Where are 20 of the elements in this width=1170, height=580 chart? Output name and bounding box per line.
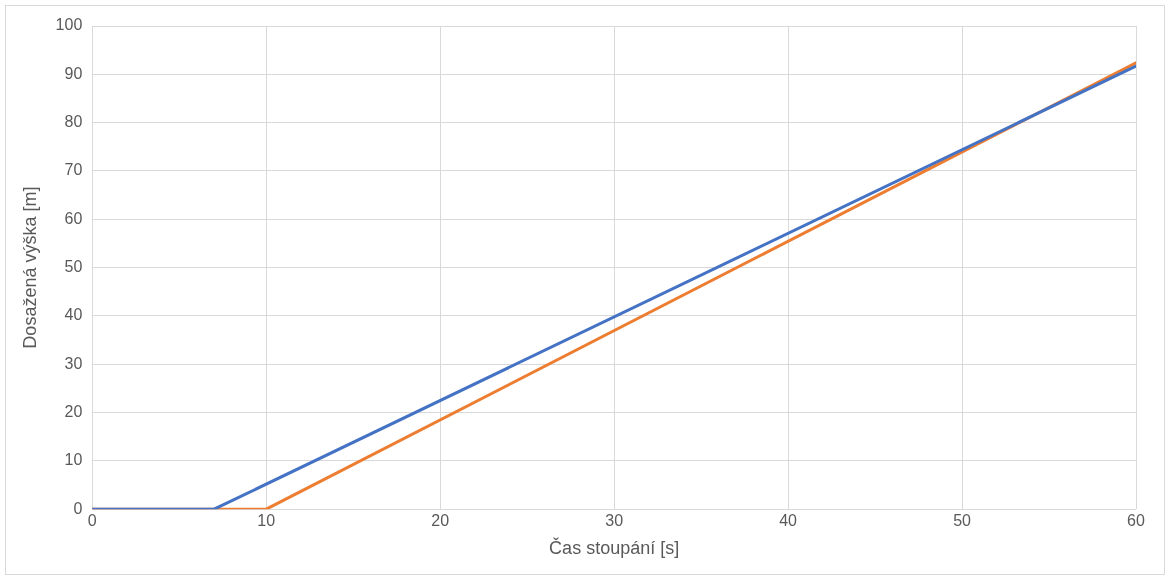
x-axis-title: Čas stoupání [s]	[549, 537, 680, 559]
y-axis-title: Dosažená výška [m]	[19, 186, 40, 349]
x-tick-label: 20	[431, 512, 450, 530]
y-tick-label: 0	[73, 499, 83, 517]
y-tick-label: 30	[64, 354, 83, 372]
x-tick-label: 0	[87, 512, 97, 530]
y-tick-label: 20	[64, 402, 83, 420]
y-tick-label: 50	[64, 258, 83, 276]
x-tick-label: 60	[1127, 512, 1145, 530]
y-tick-label: 90	[64, 64, 83, 82]
x-tick-label: 50	[953, 512, 972, 530]
y-tick-label: 80	[64, 113, 83, 131]
y-tick-label: 40	[64, 306, 83, 324]
y-tick-label: 60	[64, 209, 83, 227]
x-tick-label: 40	[779, 512, 798, 530]
y-tick-label: 100	[55, 16, 83, 34]
x-tick-label: 30	[605, 512, 624, 530]
x-tick-label: 10	[257, 512, 276, 530]
y-tick-label: 10	[64, 451, 83, 469]
y-tick-label: 70	[64, 161, 83, 179]
